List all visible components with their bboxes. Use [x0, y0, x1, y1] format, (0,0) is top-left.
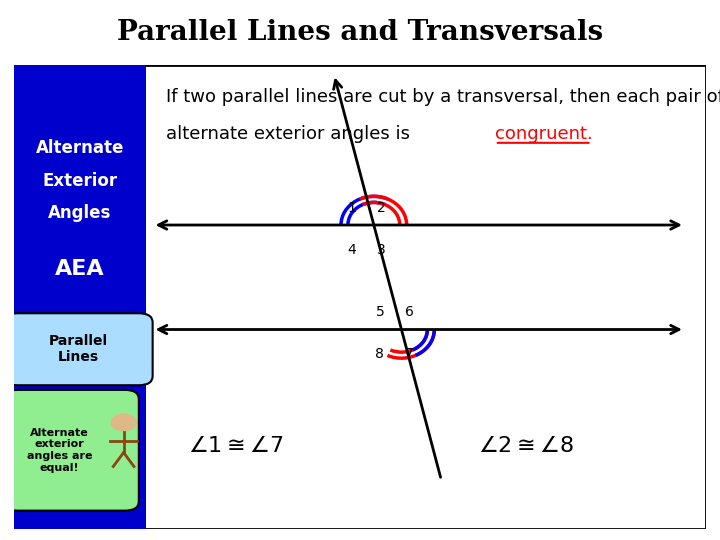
Text: 4: 4: [348, 242, 356, 256]
Text: Parallel Lines and Transversals: Parallel Lines and Transversals: [117, 19, 603, 46]
FancyBboxPatch shape: [14, 65, 145, 529]
Text: 7: 7: [405, 347, 414, 361]
FancyBboxPatch shape: [14, 65, 706, 529]
Text: 5: 5: [375, 305, 384, 319]
Text: Alternate: Alternate: [36, 139, 125, 157]
Text: Alternate
exterior
angles are
equal!: Alternate exterior angles are equal!: [27, 428, 92, 472]
Text: 6: 6: [405, 305, 414, 319]
Text: $\angle 1 \cong \angle 7$: $\angle 1 \cong \angle 7$: [188, 435, 284, 456]
Text: Angles: Angles: [48, 205, 112, 222]
Text: 3: 3: [377, 242, 386, 256]
Text: 1: 1: [348, 201, 356, 215]
Text: AEA: AEA: [55, 259, 105, 279]
Text: 8: 8: [375, 347, 384, 361]
Circle shape: [111, 414, 136, 431]
Text: alternate exterior angles is: alternate exterior angles is: [166, 125, 416, 144]
Text: Exterior: Exterior: [42, 172, 117, 190]
Text: $\angle 2 \cong \angle 8$: $\angle 2 \cong \angle 8$: [478, 435, 574, 456]
Text: Parallel
Lines: Parallel Lines: [49, 334, 108, 364]
Text: If two parallel lines are cut by a transversal, then each pair of: If two parallel lines are cut by a trans…: [166, 89, 720, 106]
FancyBboxPatch shape: [4, 313, 153, 385]
Text: congruent.: congruent.: [495, 125, 593, 144]
FancyBboxPatch shape: [4, 390, 139, 511]
Text: 2: 2: [377, 201, 386, 215]
